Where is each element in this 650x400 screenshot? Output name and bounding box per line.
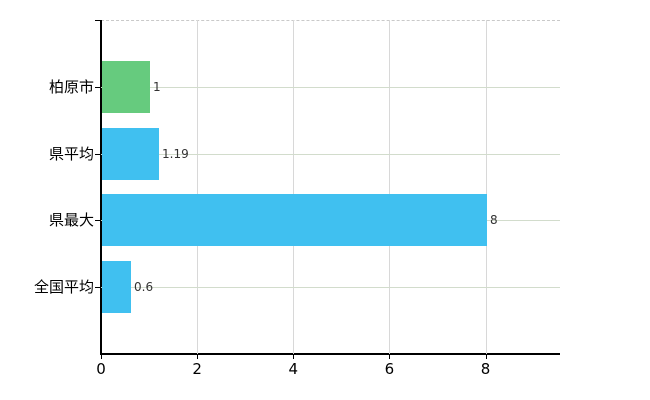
y-axis-tick-row-1 bbox=[95, 154, 101, 155]
y-axis-tick-row-0 bbox=[95, 87, 101, 88]
y-axis-tick-row-3 bbox=[95, 287, 101, 288]
gridline-vertical-4 bbox=[293, 20, 295, 354]
x-axis-tick-label-0: 0 bbox=[96, 360, 106, 378]
x-axis-tick-label-6: 6 bbox=[384, 360, 395, 378]
x-axis-tick-label-2: 2 bbox=[192, 360, 202, 378]
x-axis-tick-label-8: 8 bbox=[480, 360, 491, 378]
bar-value-label-1: 1.19 bbox=[162, 147, 189, 161]
gridline-vertical-2 bbox=[197, 20, 199, 354]
x-axis-tick-8 bbox=[485, 354, 487, 359]
x-axis-tick-6 bbox=[389, 354, 391, 359]
gridline-vertical-8 bbox=[485, 20, 487, 354]
y-axis-top-tick bbox=[95, 20, 101, 21]
category-label-2: 県最大 bbox=[48, 211, 94, 229]
bar-2 bbox=[102, 194, 487, 246]
bar-3 bbox=[102, 261, 131, 313]
bar-value-label-0: 1 bbox=[153, 80, 161, 94]
x-axis-tick-0 bbox=[101, 354, 102, 359]
plot-area bbox=[101, 20, 560, 354]
category-label-3: 全国平均 bbox=[33, 278, 94, 296]
bar-value-label-3: 0.6 bbox=[134, 280, 154, 294]
y-axis-tick-row-2 bbox=[95, 220, 101, 221]
y-axis bbox=[100, 20, 102, 354]
gridline-horizontal-row-3 bbox=[101, 287, 560, 288]
bar-0 bbox=[102, 61, 150, 113]
gridline-horizontal-row-0 bbox=[101, 87, 560, 88]
x-axis-tick-label-4: 4 bbox=[288, 360, 299, 378]
category-label-0: 柏原市 bbox=[48, 78, 94, 96]
bar-1 bbox=[102, 128, 159, 180]
gridline-vertical-6 bbox=[389, 20, 391, 354]
x-axis-tick-2 bbox=[197, 354, 199, 359]
category-label-1: 県平均 bbox=[48, 145, 94, 163]
x-axis-tick-4 bbox=[293, 354, 295, 359]
bar-value-label-2: 8 bbox=[490, 213, 498, 227]
x-axis bbox=[100, 353, 560, 355]
gridline-horizontal-row-1 bbox=[101, 154, 560, 155]
